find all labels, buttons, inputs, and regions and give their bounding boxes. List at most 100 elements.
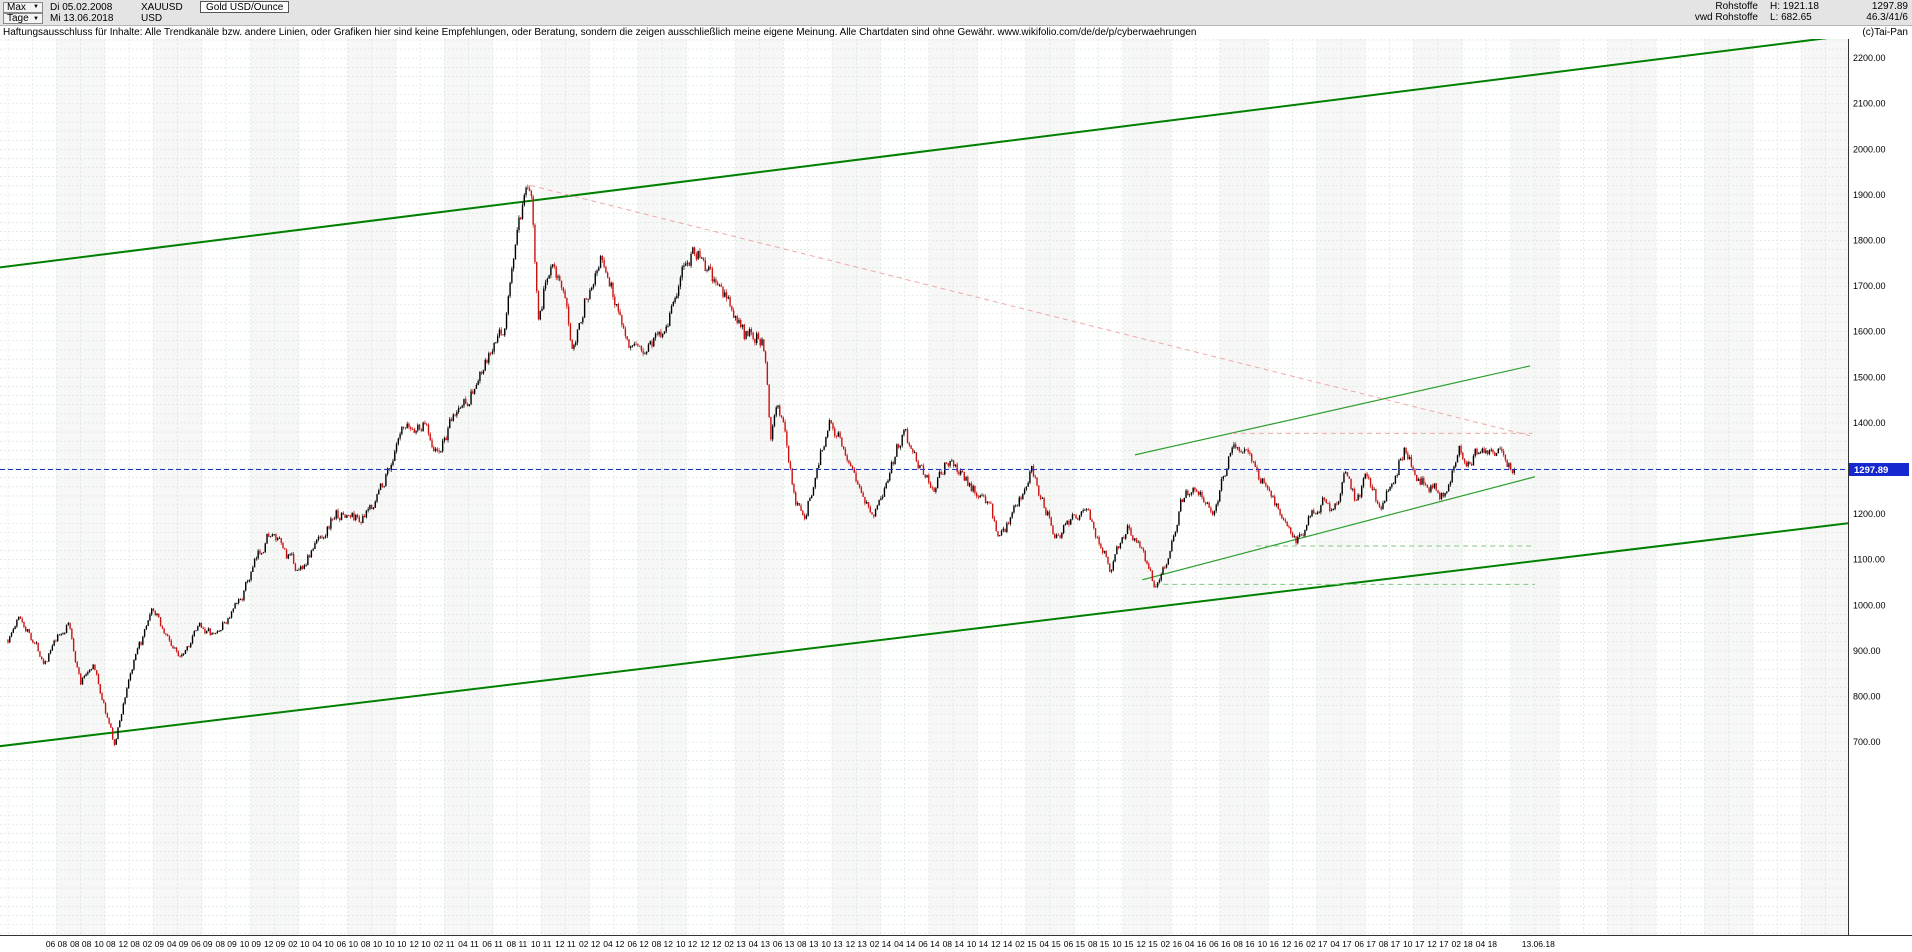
- time-tick-label: 12 08: [119, 939, 141, 949]
- price-axis-labels: 700.00 800.00 900.00 1000.00 1100.00 1200.00 1…: [1853, 53, 1886, 747]
- price-tick-label: 1500.00: [1853, 372, 1886, 382]
- symbol-code: XAUUSD: [141, 1, 183, 13]
- time-tick-label: 04 09: [167, 939, 189, 949]
- time-tick-label: 08 10: [361, 939, 383, 949]
- time-tick-label: 08 09: [215, 939, 237, 949]
- price-tick-label: 1400.00: [1853, 418, 1886, 428]
- time-tick-label: 04 18: [1476, 939, 1498, 949]
- downtrend-from-2011-high[interactable]: [530, 184, 1531, 437]
- main-channel-lower[interactable]: [0, 522, 1856, 748]
- high-value: H: 1921.18: [1770, 1, 1819, 12]
- time-tick-label: 06 15: [1064, 939, 1086, 949]
- period-dropdown[interactable]: Tage ▼: [3, 13, 43, 24]
- price-tick-label: 1700.00: [1853, 281, 1886, 291]
- rising-resistance-2016[interactable]: [1134, 365, 1531, 456]
- time-tick-label: 06 08: [46, 939, 68, 949]
- time-tick-label: 12 11: [555, 939, 576, 949]
- time-tick-label: 06 16: [1209, 939, 1231, 949]
- last-price-value: 1297.89: [1871, 1, 1908, 12]
- time-tick-label: 02 09: [143, 939, 165, 949]
- rising-support-2016[interactable]: [1142, 476, 1536, 581]
- current-price-tag: 1297.89: [1849, 462, 1909, 476]
- time-tick-label: 12 10: [409, 939, 431, 949]
- time-tick-label: 08 11: [507, 939, 528, 949]
- time-tick-label: 04 16: [1185, 939, 1207, 949]
- time-tick-label: 06 10: [337, 939, 359, 949]
- time-tick-label: 10 08: [94, 939, 116, 949]
- toolbar-row-1: Max ▼ Di 05.02.2008 XAUUSD Gold USD/Ounc…: [3, 1, 290, 13]
- time-tick-label: 10 14: [967, 939, 989, 949]
- time-tick-label: 06 13: [773, 939, 795, 949]
- time-tick-label: 08 13: [797, 939, 819, 949]
- time-tick-label: 04 17: [1330, 939, 1352, 949]
- price-tick-label: 700.00: [1853, 737, 1881, 747]
- time-tick-label: 02 17: [1306, 939, 1328, 949]
- chart-area: 700.00 800.00 900.00 1000.00 1100.00 1200.00 1…: [0, 39, 1912, 952]
- time-tick-label: 02 10: [288, 939, 310, 949]
- time-tick-label: 04 11: [458, 939, 479, 949]
- datasource-label: vwd Rohstoffe: [1694, 12, 1758, 23]
- plot-area[interactable]: [0, 39, 1912, 935]
- range-dropdown-label: Max: [7, 1, 26, 13]
- candles: [7, 184, 1515, 747]
- time-tick-label: 02 16: [1161, 939, 1183, 949]
- time-tick-label: 12 14: [991, 939, 1013, 949]
- svg-text:1297.89: 1297.89: [1854, 465, 1888, 476]
- time-tick-label: 06 09: [191, 939, 213, 949]
- chevron-down-icon: ▼: [33, 4, 39, 10]
- time-tick-label: 12 13: [846, 939, 868, 949]
- time-tick-label: 04 10: [312, 939, 334, 949]
- price-tick-label: 1100.00: [1853, 555, 1885, 565]
- range-dropdown[interactable]: Max ▼: [3, 1, 43, 13]
- toolbar-right: Rohstoffe H: 1921.18 1297.89 vwd Rohstof…: [1695, 1, 1908, 25]
- quote-row-1: Rohstoffe H: 1921.18 1297.89: [1695, 1, 1908, 12]
- time-tick-label: 02 11: [434, 939, 455, 949]
- time-tick-label: 02 18: [1452, 939, 1474, 949]
- time-tick-label: 08 17: [1379, 939, 1401, 949]
- time-tick-label: 04 15: [1040, 939, 1062, 949]
- time-tick-label: 04 13: [749, 939, 771, 949]
- toolbar: Max ▼ Di 05.02.2008 XAUUSD Gold USD/Ounc…: [0, 0, 1912, 26]
- currency-code: USD: [141, 13, 163, 24]
- time-tick-label: 10 15: [1112, 939, 1134, 949]
- price-tick-label: 2100.00: [1853, 99, 1886, 109]
- time-tick-label: 04 12: [603, 939, 625, 949]
- time-tick-label: 10 12: [676, 939, 698, 949]
- time-tick-label: 06 12: [627, 939, 649, 949]
- time-tick-label: 12 16: [1282, 939, 1304, 949]
- time-tick-label: 02 13: [724, 939, 746, 949]
- price-tick-label: 1800.00: [1853, 236, 1886, 246]
- time-tick-label: 06 11: [482, 939, 503, 949]
- time-tick-label: 08 12: [652, 939, 674, 949]
- time-tick-label: 02 12: [579, 939, 601, 949]
- time-tick-label: 12 09: [264, 939, 286, 949]
- disclaimer-text: Haftungsausschluss für Inhalte: Alle Tre…: [3, 27, 1197, 38]
- price-tick-label: 900.00: [1853, 646, 1881, 656]
- price-tick-label: 800.00: [1853, 692, 1881, 702]
- chart-end-date: Mi 13.06.2018: [50, 13, 114, 24]
- time-tick-label: 08 15: [1088, 939, 1110, 949]
- gold-candlestick-chart[interactable]: 700.00 800.00 900.00 1000.00 1100.00 1200.00 1…: [0, 39, 1912, 952]
- time-tick-label: 08 16: [1233, 939, 1255, 949]
- time-tick-label: 06 14: [918, 939, 940, 949]
- period-dropdown-label: Tage: [7, 13, 29, 24]
- price-tick-label: 2000.00: [1853, 144, 1886, 154]
- toolbar-left: Max ▼ Di 05.02.2008 XAUUSD Gold USD/Ounc…: [3, 1, 290, 25]
- time-tick-label: 02 15: [1015, 939, 1037, 949]
- time-tick-label: 10 10: [385, 939, 407, 949]
- copyright: (c)Tai-Pan: [1862, 27, 1908, 38]
- low-value: L: 682.65: [1770, 12, 1812, 23]
- time-tick-label: 10 13: [821, 939, 843, 949]
- quote-row-2: vwd Rohstoffe L: 682.65 46.3/41/6: [1695, 12, 1908, 23]
- chevron-down-icon: ▼: [33, 15, 39, 22]
- trend-lines[interactable]: [0, 39, 1856, 748]
- time-tick-label: 04 14: [894, 939, 916, 949]
- time-axis-labels: 06 08 08 08 10 08 12 08 02 09 04 09 06 09 08 09…: [46, 939, 1555, 949]
- instrument-name: Gold USD/Ounce: [200, 1, 290, 13]
- price-tick-label: 1200.00: [1853, 509, 1886, 519]
- end-date-label: 13.06.18: [1522, 939, 1555, 949]
- indicator-values: 46.3/41/6: [1866, 12, 1908, 23]
- main-channel-upper[interactable]: [0, 39, 1856, 269]
- time-tick-label: 06 17: [1355, 939, 1377, 949]
- time-tick-label: 10 09: [240, 939, 262, 949]
